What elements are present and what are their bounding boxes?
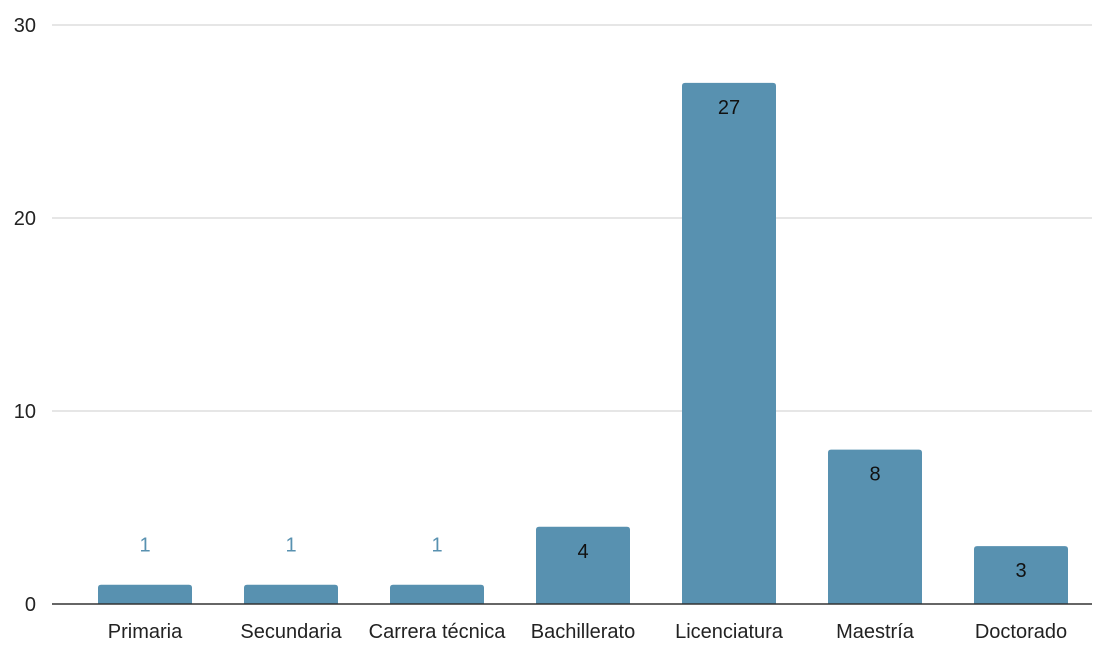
y-axis-ticks: 0 10 20 30: [14, 15, 36, 616]
bar: [828, 449, 922, 604]
data-label: 1: [285, 535, 296, 557]
x-tick-label: Maestría: [836, 621, 915, 643]
gridlines: [52, 24, 1092, 412]
y-tick-label: 30: [14, 15, 36, 37]
bar: [974, 546, 1068, 604]
bar: [390, 584, 484, 604]
x-axis-labels: Primaria Secundaria Carrera técnica Bachill…: [108, 621, 1067, 643]
data-label: 1: [139, 535, 150, 557]
bars: [98, 82, 1068, 604]
bar: [536, 526, 630, 604]
y-tick-label: 0: [25, 594, 36, 616]
x-tick-label: Bachillerato: [531, 621, 636, 643]
bar: [98, 584, 192, 604]
x-tick-label: Carrera técnica: [369, 621, 507, 643]
bar: [244, 584, 338, 604]
x-tick-label: Doctorado: [975, 621, 1067, 643]
y-tick-label: 20: [14, 208, 36, 230]
data-label: 3: [1015, 560, 1026, 582]
data-label: 27: [718, 97, 740, 119]
data-label: 4: [577, 541, 588, 563]
x-tick-label: Secundaria: [240, 621, 342, 643]
data-label: 1: [431, 535, 442, 557]
bar: [682, 82, 776, 604]
x-tick-label: Licenciatura: [675, 621, 784, 643]
data-label: 8: [869, 464, 880, 486]
y-tick-label: 10: [14, 401, 36, 423]
x-tick-label: Primaria: [108, 621, 183, 643]
